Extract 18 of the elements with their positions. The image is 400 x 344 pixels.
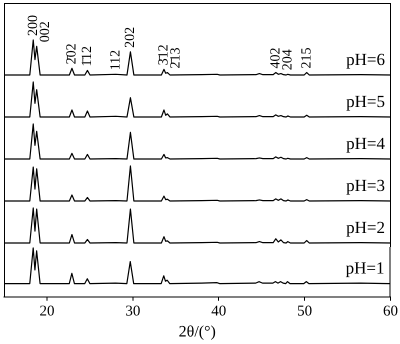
annotation: 112 — [108, 50, 124, 70]
annotation: pH=1 — [346, 258, 384, 278]
annotation: pH=4 — [346, 134, 386, 153]
x-tick-label: 30 — [125, 304, 140, 320]
annotation: 2̄02 — [64, 43, 80, 64]
x-tick-label: 60 — [383, 304, 398, 320]
annotation: pH=2 — [346, 218, 385, 237]
annotation: 202 — [123, 26, 138, 48]
x-tick-label: 40 — [211, 304, 226, 320]
annotation: 2̄13 — [168, 48, 184, 69]
x-tick-label: 50 — [297, 304, 312, 320]
annotation: pH=3 — [346, 176, 385, 195]
x-tick-label: 20 — [39, 304, 54, 320]
annotation: 1̄12 — [80, 46, 96, 66]
x-axis-title: 2θ/(°) — [178, 324, 216, 341]
annotation: pH=6 — [346, 50, 385, 69]
annotation: 215 — [299, 48, 314, 69]
annotation: pH=5 — [346, 92, 385, 111]
